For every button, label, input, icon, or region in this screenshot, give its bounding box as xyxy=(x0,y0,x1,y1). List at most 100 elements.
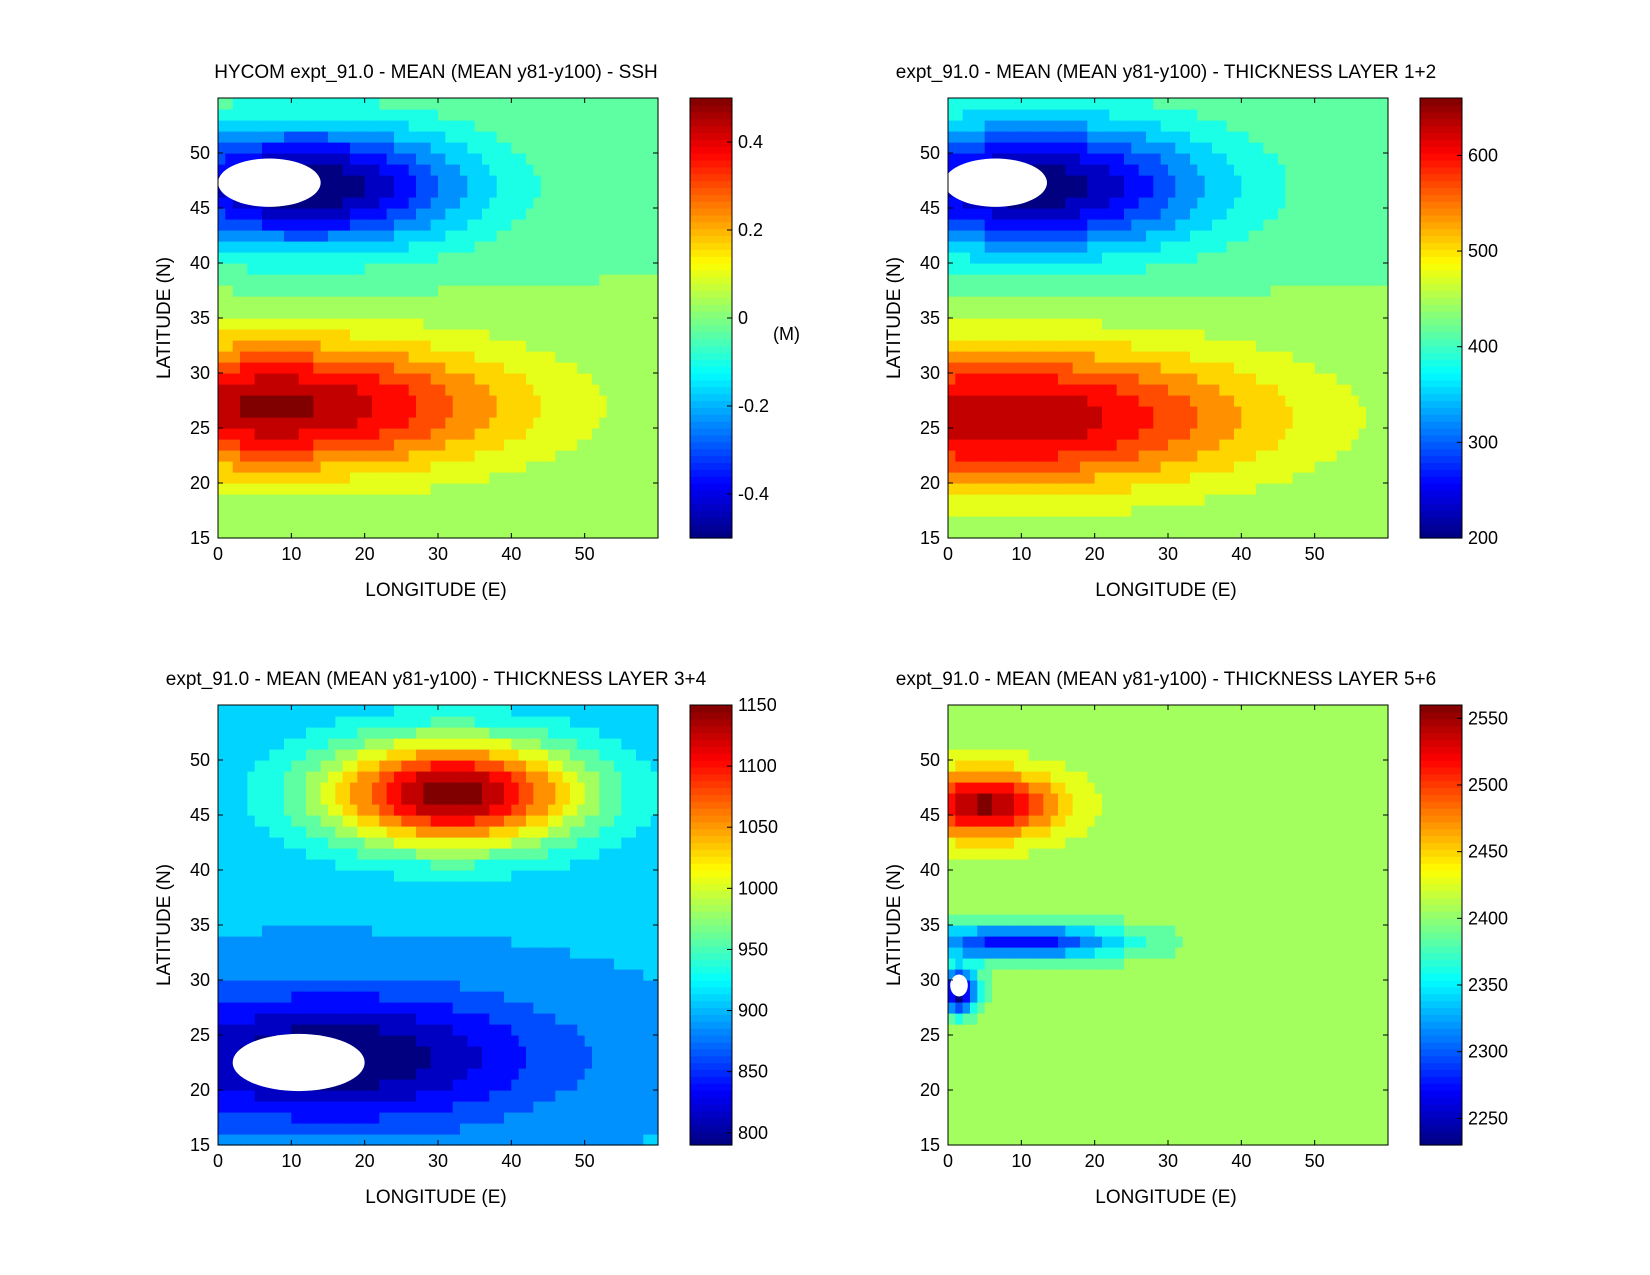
heatmap-cell xyxy=(948,109,956,121)
heatmap-cell xyxy=(984,208,993,220)
heatmap-cell xyxy=(1307,362,1316,374)
heatmap-cell xyxy=(1182,384,1191,396)
heatmap-cell xyxy=(496,164,505,176)
heatmap-cell xyxy=(1102,439,1110,451)
heatmap-cell xyxy=(1322,142,1330,154)
heatmap-cell xyxy=(1219,417,1228,429)
heatmap-cell xyxy=(460,263,468,275)
heatmap-cell xyxy=(955,472,964,484)
heatmap-cell xyxy=(599,98,608,110)
heatmap-cell xyxy=(467,483,476,495)
heatmap-cell xyxy=(1197,263,1206,275)
heatmap-cell xyxy=(423,175,432,187)
heatmap-cell xyxy=(599,241,608,253)
heatmap-cell xyxy=(232,351,241,363)
heatmap-cell xyxy=(1182,153,1191,165)
heatmap-cell xyxy=(970,98,978,110)
heatmap-cell xyxy=(254,472,263,484)
heatmap-cell xyxy=(232,208,241,220)
heatmap-cell xyxy=(460,318,468,330)
heatmap-cell xyxy=(1109,395,1118,407)
heatmap-cell xyxy=(504,153,512,165)
colorbar-swatch xyxy=(1420,462,1462,470)
heatmap-cell xyxy=(1241,263,1250,275)
heatmap-cell xyxy=(1168,131,1176,143)
heatmap-cell xyxy=(291,428,300,440)
heatmap-cell xyxy=(438,208,446,220)
colorbar-swatch xyxy=(1420,386,1462,395)
heatmap-cell xyxy=(504,461,512,473)
heatmap-cell xyxy=(240,395,248,407)
heatmap-cell xyxy=(254,406,263,418)
heatmap-cell xyxy=(548,395,556,407)
heatmap-cell xyxy=(1043,395,1052,407)
heatmap-cell xyxy=(948,483,956,495)
heatmap-cell xyxy=(401,472,410,484)
heatmap-cell xyxy=(298,153,307,165)
heatmap-cell xyxy=(628,527,637,539)
heatmap-cell xyxy=(1263,362,1272,374)
heatmap-cell xyxy=(555,230,564,242)
heatmap-cell xyxy=(628,131,637,143)
heatmap-cell xyxy=(555,296,564,308)
heatmap-cell xyxy=(1014,109,1022,121)
heatmap-cell xyxy=(1292,175,1301,187)
heatmap-cell xyxy=(225,131,234,143)
heatmap-cell xyxy=(232,417,241,429)
heatmap-cell xyxy=(643,164,652,176)
heatmap-cell xyxy=(584,252,593,264)
heatmap-cell xyxy=(1146,417,1154,429)
heatmap-cell xyxy=(1380,351,1389,363)
heatmap-cell xyxy=(1080,252,1088,264)
heatmap-cell xyxy=(540,252,549,264)
heatmap-cell xyxy=(599,197,608,209)
heatmap-cell xyxy=(1080,384,1088,396)
heatmap-cell xyxy=(1307,318,1316,330)
heatmap-cell xyxy=(276,241,285,253)
heatmap-cell xyxy=(496,417,505,429)
heatmap-cell xyxy=(269,439,278,451)
heatmap-cell xyxy=(452,417,461,429)
heatmap-cell xyxy=(1175,164,1184,176)
heatmap-cell xyxy=(1380,252,1389,264)
heatmap-cell xyxy=(636,197,644,209)
heatmap-cell xyxy=(562,186,571,198)
heatmap-cell xyxy=(1028,153,1037,165)
heatmap-cell xyxy=(1351,329,1360,341)
heatmap-cell xyxy=(962,362,971,374)
heatmap-cell xyxy=(1226,395,1235,407)
heatmap-cell xyxy=(606,285,615,297)
heatmap-cell xyxy=(298,318,307,330)
heatmap-cell xyxy=(977,505,986,517)
heatmap-cell xyxy=(254,494,263,506)
heatmap-cell xyxy=(364,285,373,297)
heatmap-cell xyxy=(1153,285,1162,297)
heatmap-cell xyxy=(533,406,542,418)
heatmap-cell xyxy=(1058,472,1066,484)
heatmap-cell xyxy=(1080,219,1088,231)
heatmap-cell xyxy=(970,483,978,495)
heatmap-cell xyxy=(1102,186,1110,198)
heatmap-cell xyxy=(1300,527,1308,539)
heatmap-cell xyxy=(621,483,630,495)
heatmap-cell xyxy=(1116,241,1125,253)
heatmap-cell xyxy=(467,219,476,231)
heatmap-cell xyxy=(416,131,424,143)
heatmap-cell xyxy=(1285,296,1294,308)
heatmap-cell xyxy=(416,175,424,187)
heatmap-cell xyxy=(1153,450,1162,462)
heatmap-cell xyxy=(460,197,468,209)
heatmap-cell xyxy=(1358,505,1367,517)
heatmap-cell xyxy=(1329,472,1338,484)
heatmap-cell xyxy=(1109,219,1118,231)
y-tick-label: 20 xyxy=(920,473,940,493)
heatmap-cell xyxy=(284,406,292,418)
heatmap-cell xyxy=(548,318,556,330)
heatmap-cell xyxy=(1314,241,1323,253)
heatmap-cell xyxy=(584,472,593,484)
heatmap-cell xyxy=(636,318,644,330)
heatmap-cell xyxy=(570,153,578,165)
heatmap-cell xyxy=(254,384,263,396)
heatmap-cell xyxy=(416,153,424,165)
heatmap-cell xyxy=(1226,417,1235,429)
